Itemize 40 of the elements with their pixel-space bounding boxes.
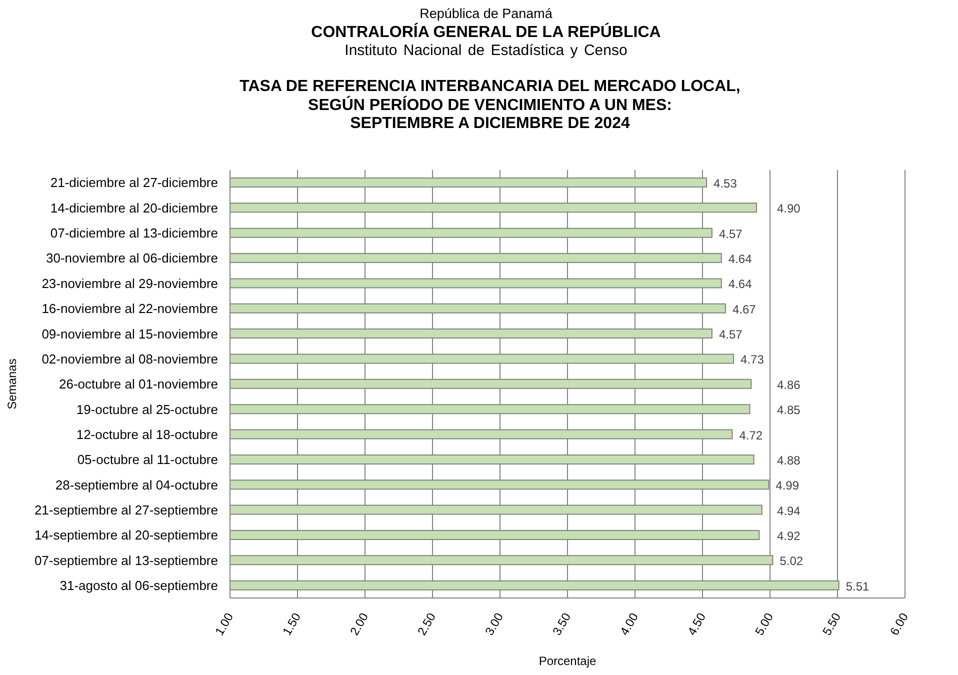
data-label: 4.86: [777, 378, 801, 392]
data-label: 4.90: [777, 202, 801, 216]
data-label: 4.85: [777, 403, 801, 418]
data-label: 4.64: [728, 252, 752, 266]
y-tick-label: 23-noviembre al 29-noviembre: [42, 276, 218, 291]
data-label: 4.88: [777, 453, 801, 468]
text: CONTRALORÍA GENERAL DE LA REPÚBLICA: [310, 24, 662, 42]
y-tick-label: 09-noviembre al 15-noviembre: [42, 326, 218, 342]
y-tick-label: 31-agosto al 06-septiembre: [60, 578, 218, 594]
y-axis-title: Semanas: [5, 358, 19, 410]
text: Instituto Nacional de Estadística y Censo: [344, 42, 628, 60]
y-tick-label: 07-diciembre al 13-diciembre: [50, 226, 218, 241]
x-axis-title: Porcentaje: [538, 654, 598, 668]
data-label: 4.64: [728, 277, 752, 292]
text: República de Panamá: [418, 5, 554, 22]
data-label: 4.99: [776, 478, 800, 493]
y-tick-label: 12-octubre al 18-octubre: [76, 426, 218, 442]
data-label: 4.94: [777, 504, 801, 518]
data-label: 4.72: [739, 428, 763, 442]
data-label: 4.57: [718, 328, 743, 342]
y-tick-label: 30-noviembre al 06-diciembre: [46, 250, 218, 266]
data-label: 4.57: [718, 226, 743, 241]
y-tick-label: 26-octubre al 01-noviembre: [59, 376, 218, 392]
data-label: 4.67: [732, 302, 756, 316]
y-tick-label: 14-diciembre al 20-diciembre: [50, 200, 218, 216]
y-tick-label: 21-septiembre al 27-septiembre: [34, 502, 218, 518]
y-tick-label: 02-noviembre al 08-noviembre: [42, 351, 218, 366]
data-label: 4.53: [714, 176, 738, 190]
data-label: 5.02: [780, 554, 804, 568]
y-tick-label: 19-octubre al 25-octubre: [76, 402, 218, 417]
y-tick-label: 07-septiembre al 13-septiembre: [34, 552, 218, 568]
chart-title: TASA DE REFERENCIA INTERBANCARIA DEL MERCADO LOCAL, SEGÚN PERÍODO DE VENCIMIENTO A UN MES: SEPTIEMBRE A DICIEMBRE DE 2024: [238, 78, 742, 134]
y-tick-label: 21-diciembre al 27-diciembre: [50, 175, 218, 190]
data-label: 4.73: [740, 352, 764, 367]
data-label: 5.51: [846, 579, 870, 594]
y-tick-label: 28-septiembre al 04-octubre: [55, 477, 218, 492]
data-label: 4.92: [777, 528, 801, 543]
y-tick-label: 14-septiembre al 20-septiembre: [34, 528, 218, 543]
y-tick-label: 16-noviembre al 22-noviembre: [42, 301, 218, 316]
y-tick-label: 05-octubre al 11-octubre: [77, 452, 218, 468]
